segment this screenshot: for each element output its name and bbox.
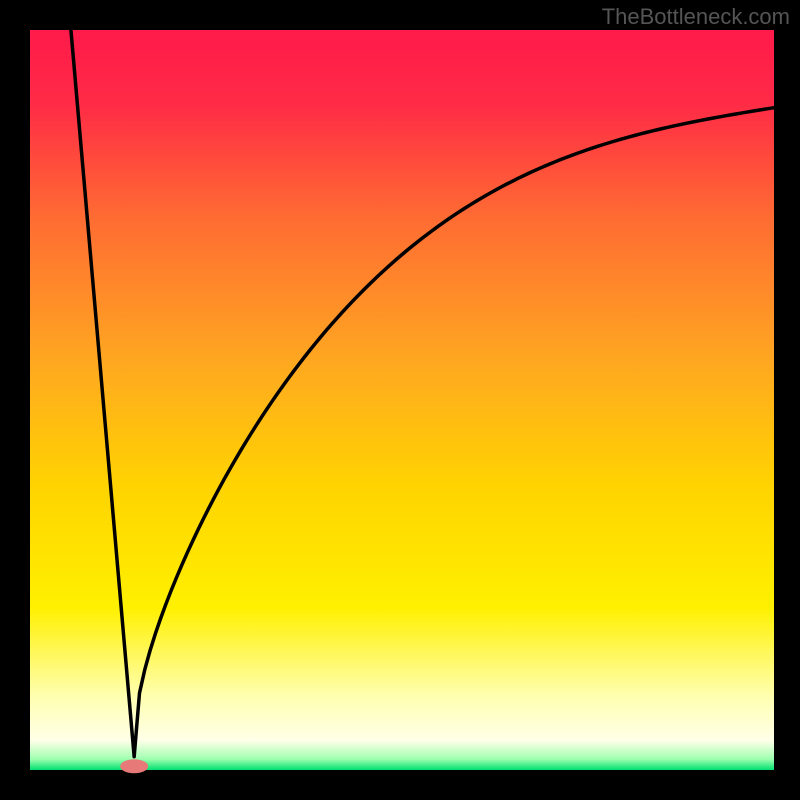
dip-marker — [120, 759, 148, 773]
plot-background — [30, 30, 774, 770]
watermark-text: TheBottleneck.com — [602, 4, 790, 30]
bottleneck-chart — [0, 0, 800, 800]
chart-container: { "watermark": { "text": "TheBottleneck.… — [0, 0, 800, 800]
